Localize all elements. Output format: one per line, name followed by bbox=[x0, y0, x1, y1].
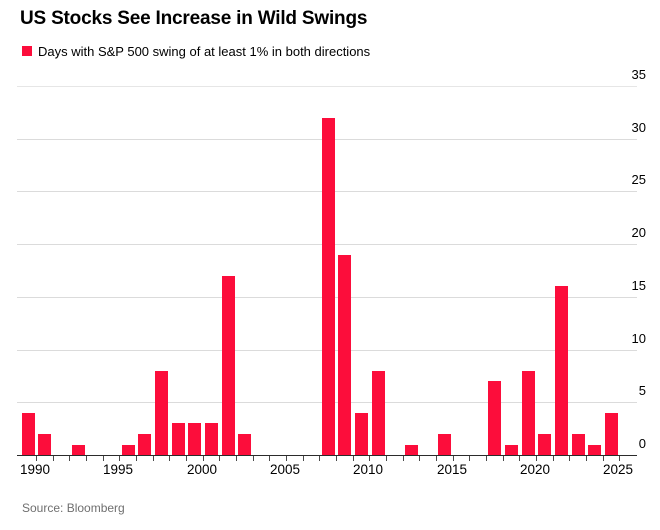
x-tick-2010 bbox=[369, 456, 370, 461]
bar-2022 bbox=[554, 286, 568, 455]
x-tick-2023 bbox=[586, 456, 587, 461]
bar-2000 bbox=[188, 423, 202, 455]
y-axis-label-10: 10 bbox=[631, 331, 646, 346]
bar-2024 bbox=[588, 444, 602, 455]
bar-2009 bbox=[338, 254, 352, 455]
y-axis-label-0: 0 bbox=[638, 436, 646, 451]
x-tick-2000 bbox=[203, 456, 204, 461]
bar-1991 bbox=[38, 433, 52, 455]
bar-1997 bbox=[138, 433, 152, 455]
x-tick-2013 bbox=[419, 456, 420, 461]
y-axis-label-15: 15 bbox=[631, 278, 646, 293]
bar-2020 bbox=[521, 370, 535, 455]
x-axis-label-2000: 2000 bbox=[186, 462, 218, 477]
x-tick-1997 bbox=[153, 456, 154, 461]
x-tick-2002 bbox=[236, 456, 237, 461]
bar-2001 bbox=[204, 423, 218, 455]
x-axis-label-2005: 2005 bbox=[269, 462, 301, 477]
bar-2010 bbox=[354, 412, 368, 455]
bar-2021 bbox=[538, 433, 552, 455]
x-tick-2011 bbox=[386, 456, 387, 461]
x-tick-2003 bbox=[253, 456, 254, 461]
bar-2003 bbox=[238, 433, 252, 455]
x-axis-label-1990: 1990 bbox=[19, 462, 51, 477]
bar-2019 bbox=[504, 444, 518, 455]
x-tick-2025 bbox=[619, 456, 620, 461]
x-tick-2014 bbox=[436, 456, 437, 461]
y-axis-label-25: 25 bbox=[631, 172, 646, 187]
bar-1993 bbox=[71, 444, 85, 455]
x-tick-2001 bbox=[219, 456, 220, 461]
x-axis-line bbox=[17, 455, 637, 456]
x-axis-label-2025: 2025 bbox=[602, 462, 634, 477]
x-tick-2015 bbox=[453, 456, 454, 461]
x-tick-2017 bbox=[486, 456, 487, 461]
x-tick-2008 bbox=[336, 456, 337, 461]
x-tick-2018 bbox=[503, 456, 504, 461]
bar-1998 bbox=[154, 370, 168, 455]
y-axis-label-5: 5 bbox=[638, 383, 646, 398]
bar-2002 bbox=[221, 275, 235, 455]
bar-1999 bbox=[171, 423, 185, 455]
x-tick-2024 bbox=[603, 456, 604, 461]
x-tick-1998 bbox=[169, 456, 170, 461]
legend-label: Days with S&P 500 swing of at least 1% i… bbox=[38, 43, 371, 59]
x-tick-1996 bbox=[136, 456, 137, 461]
x-tick-1993 bbox=[86, 456, 87, 461]
x-tick-2022 bbox=[569, 456, 570, 461]
x-tick-1990 bbox=[36, 456, 37, 461]
x-tick-2004 bbox=[269, 456, 270, 461]
x-tick-1995 bbox=[119, 456, 120, 461]
bar-1990 bbox=[21, 412, 35, 455]
x-tick-2012 bbox=[403, 456, 404, 461]
bar-2025 bbox=[604, 412, 618, 455]
y-axis-label-35: 35 bbox=[631, 67, 646, 82]
x-tick-2019 bbox=[519, 456, 520, 461]
legend: Days with S&P 500 swing of at least 1% i… bbox=[22, 43, 370, 59]
y-axis-label-30: 30 bbox=[631, 120, 646, 135]
x-tick-1994 bbox=[103, 456, 104, 461]
bar-2018 bbox=[488, 381, 502, 455]
legend-swatch-icon bbox=[22, 46, 32, 56]
gridline-35 bbox=[17, 86, 637, 87]
source-attribution: Source: Bloomberg bbox=[22, 501, 125, 515]
bar-2015 bbox=[438, 433, 452, 455]
x-tick-2016 bbox=[469, 456, 470, 461]
bar-2013 bbox=[404, 444, 418, 455]
x-tick-2005 bbox=[286, 456, 287, 461]
x-tick-2021 bbox=[553, 456, 554, 461]
x-tick-1991 bbox=[53, 456, 54, 461]
x-tick-1999 bbox=[186, 456, 187, 461]
bar-1996 bbox=[121, 444, 135, 455]
x-tick-1992 bbox=[69, 456, 70, 461]
x-axis-label-1995: 1995 bbox=[102, 462, 134, 477]
bar-2008 bbox=[321, 117, 335, 455]
x-tick-2009 bbox=[353, 456, 354, 461]
x-tick-2007 bbox=[319, 456, 320, 461]
chart-title: US Stocks See Increase in Wild Swings bbox=[20, 8, 368, 29]
bar-2011 bbox=[371, 370, 385, 455]
x-axis-label-2015: 2015 bbox=[436, 462, 468, 477]
x-tick-2006 bbox=[303, 456, 304, 461]
x-axis-label-2020: 2020 bbox=[519, 462, 551, 477]
y-axis-label-20: 20 bbox=[631, 225, 646, 240]
bar-2023 bbox=[571, 433, 585, 455]
x-tick-2020 bbox=[536, 456, 537, 461]
x-axis-label-2010: 2010 bbox=[352, 462, 384, 477]
